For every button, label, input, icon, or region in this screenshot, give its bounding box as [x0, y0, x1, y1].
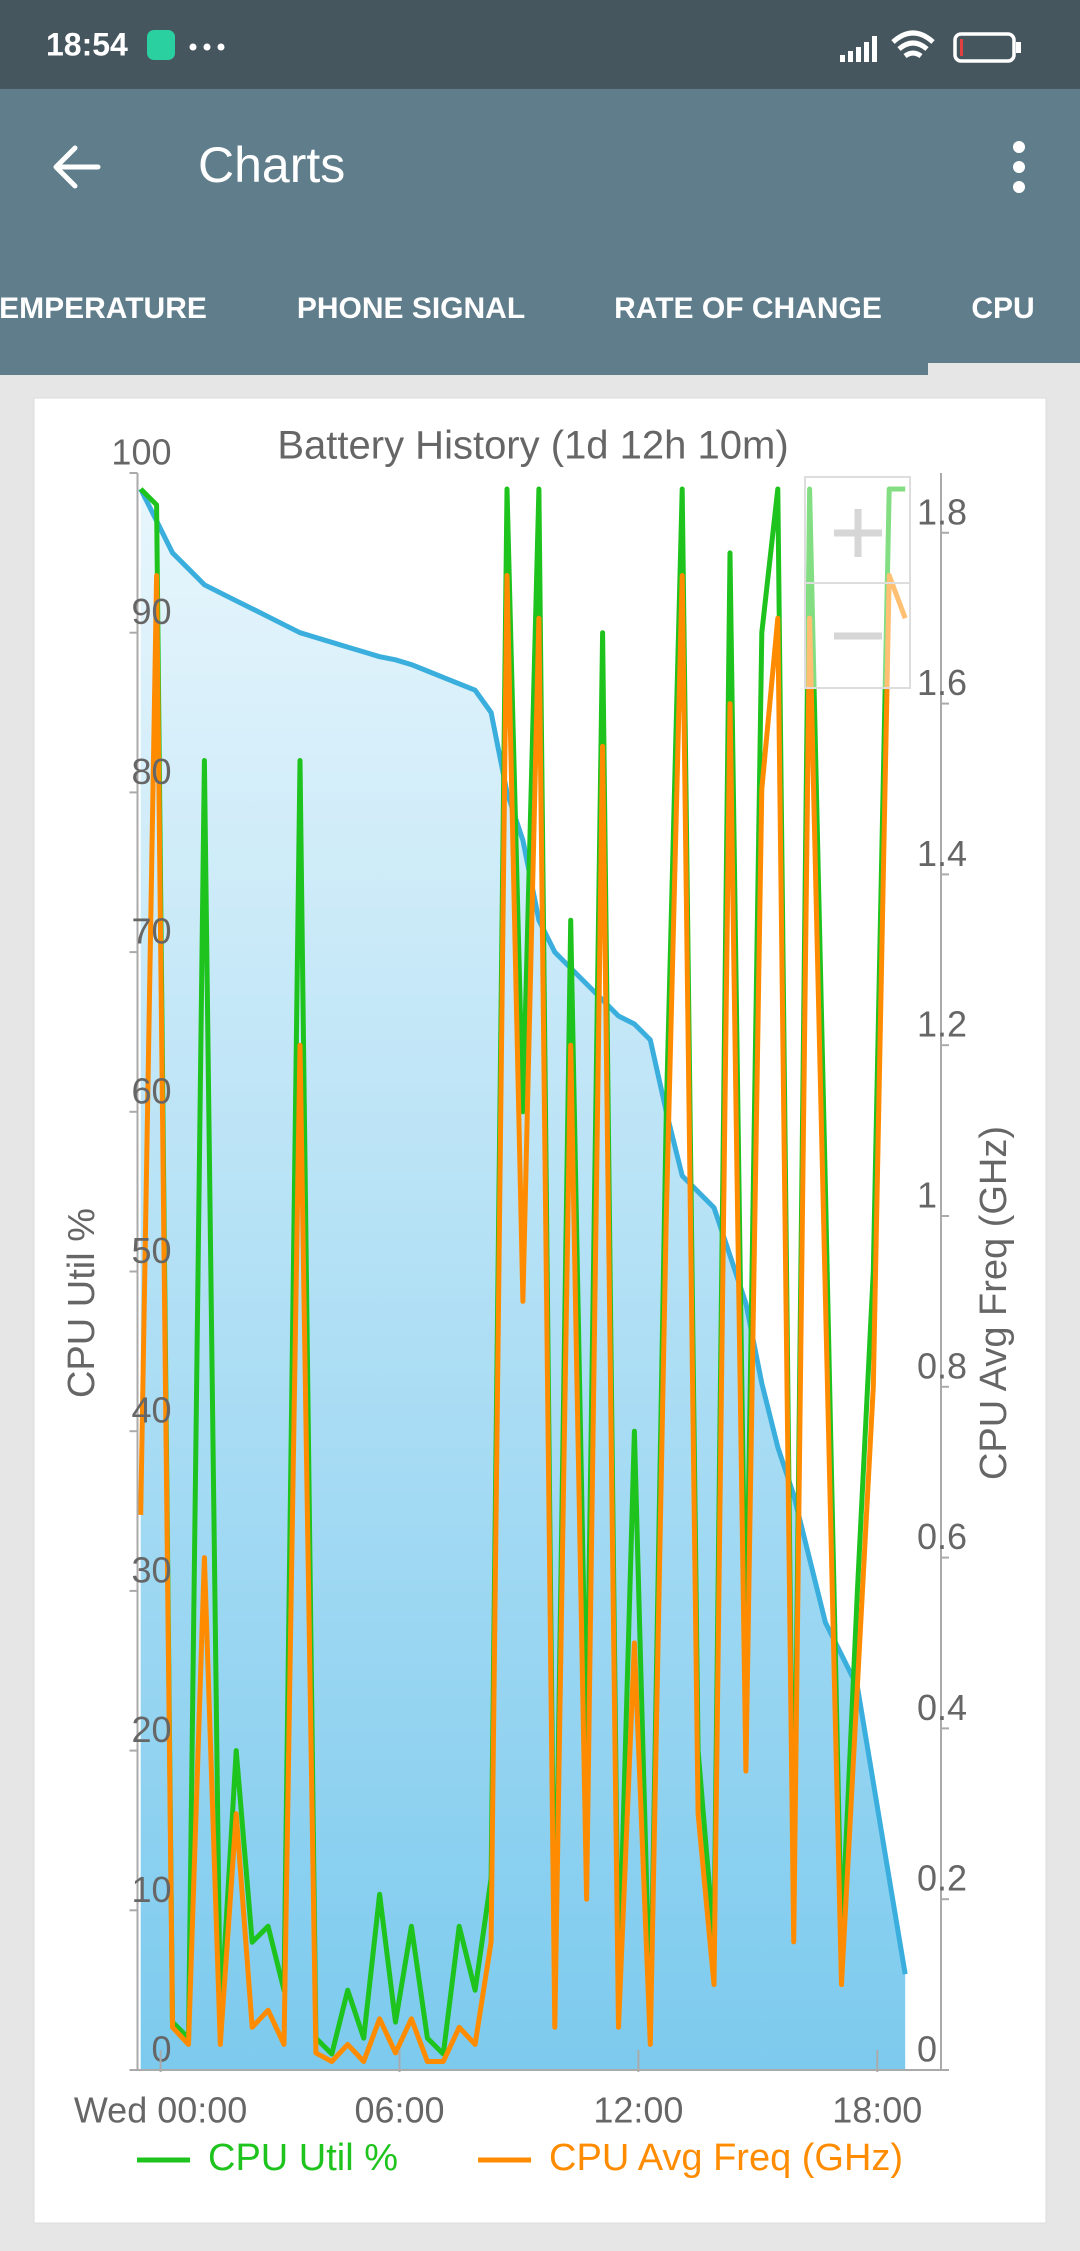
x-tick-label: 12:00: [593, 2090, 683, 2131]
series-line: [138, 573, 908, 2064]
app-bar: [0, 89, 1080, 375]
tab[interactable]: RATE OF CHANGE: [614, 292, 882, 325]
y2-tick-label: 1.6: [917, 662, 967, 703]
y2-tick-label: 0.4: [917, 1687, 967, 1728]
y-tick-label: 10: [131, 1869, 171, 1910]
y2-tick-label: 1.2: [917, 1004, 967, 1045]
y-tick-label: 80: [131, 751, 171, 792]
battery-tip: [1016, 42, 1021, 53]
wifi-icon: [891, 30, 935, 59]
y-tick-label: 70: [131, 911, 171, 952]
back-button[interactable]: [53, 145, 101, 189]
y-tick-label: 20: [131, 1709, 171, 1750]
y2-tick-label: 1.8: [917, 491, 967, 532]
status-time: 18:54: [46, 26, 128, 62]
status-bar: [0, 0, 1080, 89]
y-axis-title: CPU Util %: [61, 1208, 103, 1398]
y-tick-label: 0: [151, 2029, 171, 2070]
tab-indicator: [928, 363, 1080, 375]
overflow-menu[interactable]: [1013, 141, 1025, 193]
y2-tick-label: 0: [917, 2029, 937, 2070]
tab-selected[interactable]: CPU: [971, 292, 1034, 325]
y2-tick-label: 0.8: [917, 1345, 967, 1386]
plot-area: 0 10 20 30 40 50 60 70 80 90 100 0 0.2 0.4 0.6 0.8 1 1.2 1…: [74, 432, 967, 2180]
app-title: Charts: [198, 137, 345, 193]
y2-tick-label: 1: [917, 1175, 937, 1216]
zoom-in-button[interactable]: [834, 509, 882, 557]
legend-label: CPU Avg Freq (GHz): [549, 2137, 903, 2179]
y2-tick-label: 0.2: [917, 1858, 967, 1899]
series-line: [138, 487, 908, 1975]
tab[interactable]: PHONE SIGNAL: [297, 292, 525, 325]
y-tick-label: 60: [131, 1070, 171, 1111]
status-more-icon: [189, 43, 225, 51]
tab[interactable]: EMPERATURE: [0, 292, 207, 325]
battery-level: [960, 39, 963, 56]
y2-axis-title: CPU Avg Freq (GHz): [973, 1126, 1015, 1480]
series-layer: [138, 486, 908, 2070]
battery-icon: [953, 32, 1016, 63]
legend-label: CPU Util %: [208, 2137, 398, 2179]
series-line: [138, 486, 906, 2057]
x-tick-label: 06:00: [354, 2090, 444, 2131]
y2-tick-label: 0.6: [917, 1516, 967, 1557]
chart-title: Battery History (1d 12h 10m): [277, 424, 788, 468]
y-tick-label: 40: [131, 1390, 171, 1431]
y2-tick-label: 1.4: [917, 833, 967, 874]
x-tick-label: Wed 00:00: [74, 2090, 247, 2131]
y-tick-label: 50: [131, 1230, 171, 1271]
y-tick-label: 100: [111, 432, 171, 473]
y-tick-label: 90: [131, 591, 171, 632]
x-tick-label: 18:00: [832, 2090, 922, 2131]
y-tick-label: 30: [131, 1549, 171, 1590]
signal-icon: [840, 36, 877, 62]
status-shield-icon: [147, 30, 175, 60]
